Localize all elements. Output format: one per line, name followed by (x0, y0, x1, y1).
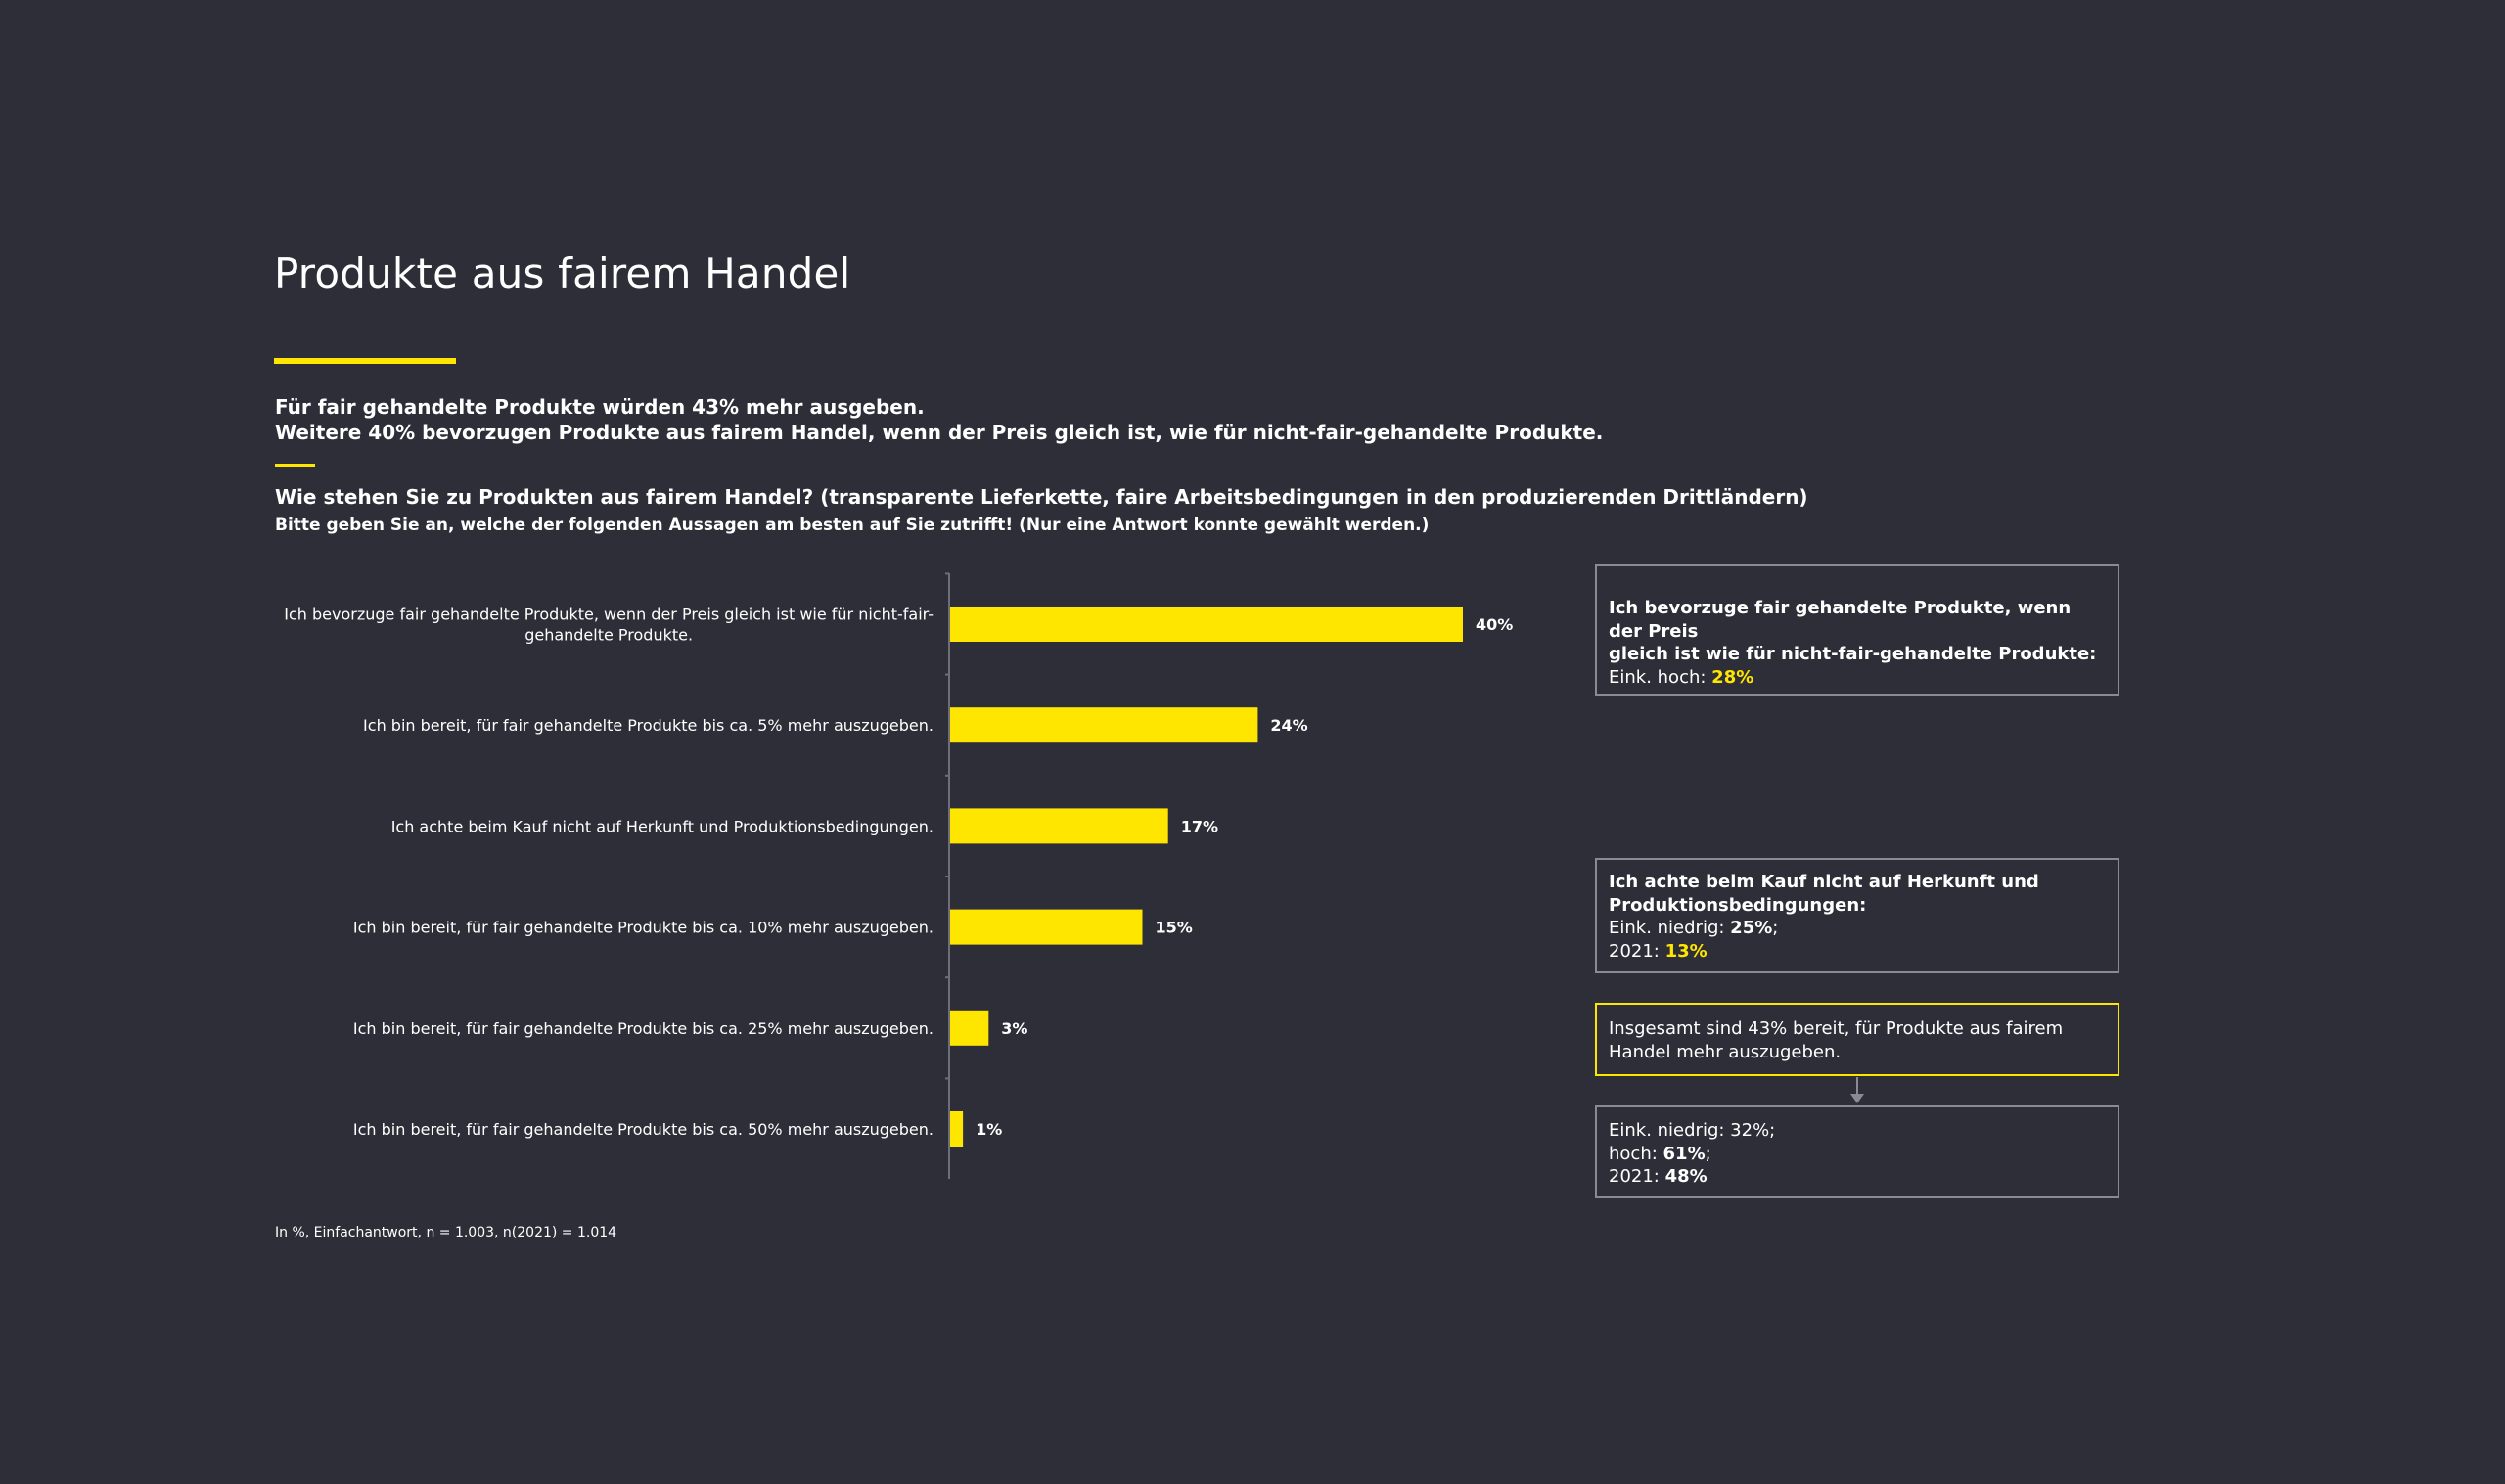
callout-4-row-3-value: 48% (1664, 1166, 1708, 1187)
summary-line-1: Für fair gehandelte Produkte würden 43% … (275, 395, 925, 419)
bar-value-label: 40% (1476, 615, 1513, 634)
callout-3-line-2: Handel mehr auszugeben. (1609, 1041, 1842, 1062)
bar-chart: 40% Ich bevorzuge fair gehandelte Produkt… (284, 572, 1513, 1179)
category-label: Ich bin bereit, für fair gehandelte Prod… (353, 1120, 934, 1139)
callout-1-highlight-value: 28% (1711, 666, 1754, 688)
callout-2-row-2-highlight-value: 13% (1664, 940, 1708, 962)
bar-value-label: 24% (1270, 716, 1307, 735)
summary-text: Für fair gehandelte Produkte würden 43% … (275, 394, 1603, 445)
callout-3-line-1: Insgesamt sind 43% bereit, für Produkte … (1609, 1018, 2064, 1039)
footnote: In %, Einfachantwort, n = 1.003, n(2021)… (275, 1225, 617, 1240)
bar-value-label: 1% (976, 1120, 1002, 1139)
title-underline (274, 358, 456, 364)
bar-value-label: 17% (1181, 817, 1218, 835)
callout-1-detail: Eink. hoch: 28% (1609, 666, 2106, 690)
callout-2-heading-line-1: Ich achte beim Kauf nicht auf Herkunft u… (1609, 872, 2039, 892)
callout-box-total: Insgesamt sind 43% bereit, für Produkte … (1595, 1003, 2119, 1076)
callout-4-row-3: 2021: 48% (1609, 1165, 2106, 1189)
callout-1-detail-prefix: Eink. hoch: (1609, 666, 1712, 688)
callout-2-row-1-value: 25% (1730, 918, 1773, 938)
callout-1-heading: Ich bevorzuge fair gehandelte Produkte, … (1609, 597, 2106, 666)
callout-1-heading-line-2: gleich ist wie für nicht-fair-gehandelte… (1609, 644, 2097, 664)
bar (950, 607, 1463, 642)
summary-line-2: Weitere 40% bevorzugen Produkte aus fair… (275, 421, 1604, 444)
callout-box-income: Eink. niedrig: 32%; hoch: 61%; 2021: 48% (1595, 1105, 2119, 1198)
callout-4-row-2-suffix: ; (1705, 1143, 1711, 1164)
callout-2-detail-row-1: Eink. niedrig: 25%; (1609, 917, 2106, 940)
bar (950, 909, 1143, 945)
category-label: Ich bevorzuge fair gehandelte Produkte, … (284, 606, 934, 645)
survey-instruction: Bitte geben Sie an, welche der folgenden… (275, 516, 1430, 535)
section-divider (275, 464, 315, 467)
category-label: Ich achte beim Kauf nicht auf Herkunft u… (391, 817, 934, 835)
callout-connector-line (1856, 1077, 1858, 1097)
bar-value-label: 15% (1156, 919, 1193, 937)
callout-2-heading-line-2: Produktionsbedingungen: (1609, 894, 1867, 916)
bar (950, 707, 1258, 743)
bar-value-label: 3% (1001, 1019, 1027, 1038)
bar (950, 808, 1168, 844)
survey-question: Wie stehen Sie zu Produkten aus fairem H… (275, 485, 1808, 509)
callout-2-heading: Ich achte beim Kauf nicht auf Herkunft u… (1609, 871, 2106, 917)
callout-4-row-1: Eink. niedrig: 32%; (1609, 1120, 1776, 1141)
callout-box-preference: Ich bevorzuge fair gehandelte Produkte, … (1595, 564, 2119, 696)
callout-2-row-1-suffix: ; (1772, 918, 1779, 938)
page-title: Produkte aus fairem Handel (274, 249, 851, 297)
callout-2-row-1-prefix: Eink. niedrig: (1609, 918, 1731, 938)
callout-4-row-3-prefix: 2021: (1609, 1166, 1665, 1187)
category-label: Ich bin bereit, für fair gehandelte Prod… (353, 1019, 934, 1038)
callout-1-heading-line-1: Ich bevorzuge fair gehandelte Produkte, … (1609, 598, 2072, 642)
callout-4-row-2: hoch: 61%; (1609, 1143, 2106, 1166)
bar (950, 1010, 989, 1046)
category-label: Ich bin bereit, für fair gehandelte Prod… (353, 919, 934, 937)
callout-4-row-2-value: 61% (1662, 1143, 1706, 1164)
callout-4-row-2-prefix: hoch: (1609, 1143, 1663, 1164)
bar (950, 1111, 964, 1147)
callout-box-origin: Ich achte beim Kauf nicht auf Herkunft u… (1595, 858, 2119, 973)
arrow-down-icon (1850, 1094, 1864, 1103)
callout-2-row-2-prefix: 2021: (1609, 940, 1665, 962)
category-label: Ich bin bereit, für fair gehandelte Prod… (363, 716, 934, 735)
callout-2-detail-row-2: 2021: 13% (1609, 940, 2106, 964)
